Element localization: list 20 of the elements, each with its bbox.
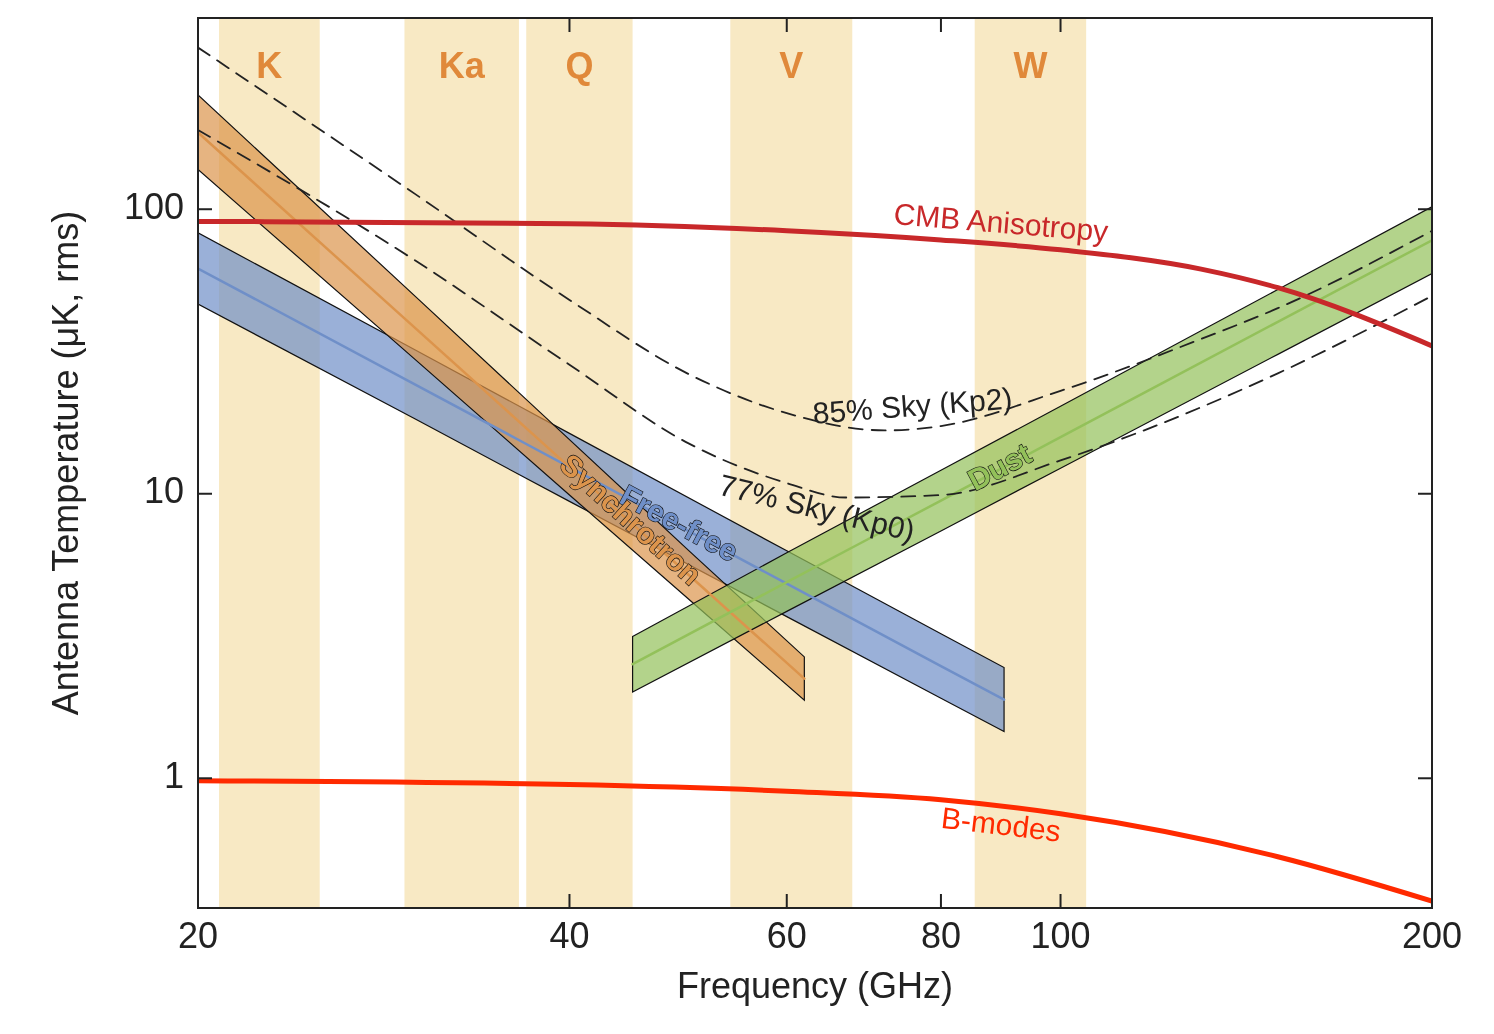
x-axis-title: Frequency (GHz): [676, 965, 954, 1006]
band-label: Ka: [438, 45, 486, 86]
y-tick-label: 100: [123, 185, 184, 227]
x-tick-label: 100: [1030, 915, 1091, 956]
x-tick-label: 60: [766, 915, 807, 956]
y-axis-title: Antenna Temperature (μK, rms): [44, 210, 86, 716]
x-tick-label: 40: [549, 915, 590, 956]
band-label: V: [779, 45, 804, 86]
band-label: K: [256, 45, 283, 86]
series-label: CMB Anisotropy: [892, 197, 1110, 248]
y-tick-label: 10: [143, 470, 184, 512]
x-tick-label: 200: [1401, 915, 1463, 956]
x-tick-label: 20: [177, 915, 219, 956]
text: B-modes: [939, 800, 1063, 848]
x-tick-label: 80: [920, 915, 961, 956]
text: Dust: [962, 436, 1037, 497]
band-label: W: [1013, 45, 1048, 86]
band-label: Q: [565, 45, 594, 86]
series-label: 85% Sky (Kp2): [811, 381, 1014, 430]
y-tick-label: 1: [163, 754, 184, 796]
